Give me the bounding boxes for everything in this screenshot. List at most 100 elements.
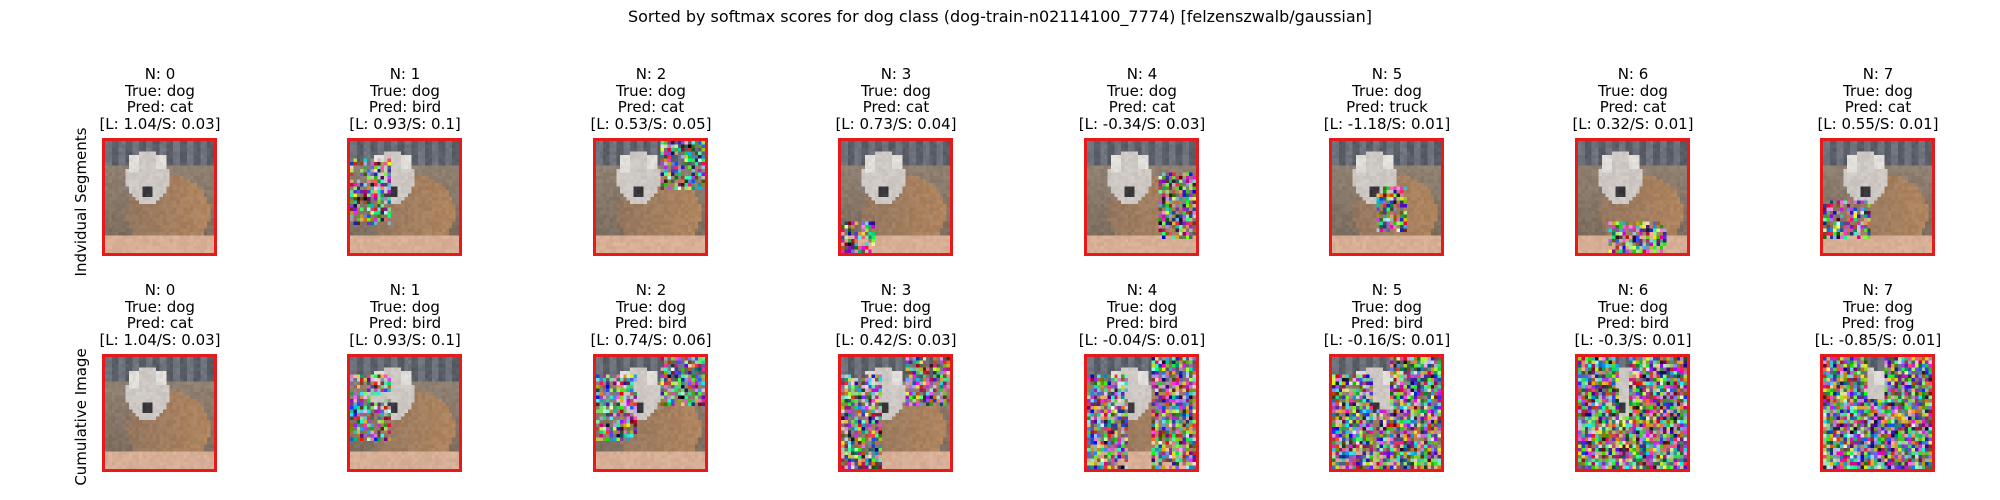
dog-image-thumbnail <box>1820 138 1935 256</box>
panel-index: N: 3 <box>880 281 912 299</box>
image-pixels <box>596 141 705 253</box>
image-pixels <box>1578 141 1687 253</box>
panel-score: [L: -0.3/S: 0.01] <box>1574 330 1692 349</box>
panel-pred-label: Pred: bird <box>1596 314 1670 332</box>
panel-index: N: 2 <box>635 281 667 299</box>
panel-pred-label: Pred: truck <box>1346 98 1428 116</box>
panel-index: N: 1 <box>389 281 421 299</box>
panel-score: [L: 0.73/S: 0.04] <box>835 114 957 133</box>
panel-index: N: 0 <box>144 281 176 299</box>
panel-score: [L: -0.34/S: 0.03] <box>1078 114 1206 133</box>
segment-panel-6: N: 6 True: dog Pred: cat [L: 0.32/S: 0.01] <box>1513 66 1753 132</box>
panel-pred-label: Pred: bird <box>859 314 933 332</box>
panel-index: N: 2 <box>635 65 667 83</box>
panel-pred-label: Pred: cat <box>1108 98 1176 116</box>
dog-image-thumbnail <box>1084 138 1199 256</box>
segment-panel-3: N: 3 True: dog Pred: cat [L: 0.73/S: 0.04] <box>776 66 1016 132</box>
panel-true-label: True: dog <box>1107 81 1177 100</box>
cumulative-panel-4: N: 4 True: dog Pred: bird [L: -0.04/S: 0.01… <box>1022 282 1262 348</box>
panel-score: [L: 0.74/S: 0.06] <box>590 330 712 349</box>
panel-score: [L: -1.18/S: 0.01] <box>1323 114 1451 133</box>
image-pixels <box>1823 141 1932 253</box>
panel-score: [L: 0.32/S: 0.01] <box>1572 114 1694 133</box>
dog-image-thumbnail <box>102 354 217 472</box>
cumulative-panel-2: N: 2 True: dog Pred: bird [L: 0.74/S: 0.06] <box>531 282 771 348</box>
image-pixels <box>1332 141 1441 253</box>
panel-true-label: True: dog <box>1598 81 1668 100</box>
segment-panel-7: N: 7 True: dog Pred: cat [L: 0.55/S: 0.01] <box>1758 66 1998 132</box>
image-pixels <box>1578 357 1687 469</box>
panel-pred-label: Pred: frog <box>1841 314 1915 332</box>
panel-score: [L: 0.93/S: 0.1] <box>349 114 461 133</box>
cumulative-panel-5: N: 5 True: dog Pred: bird [L: -0.16/S: 0.01… <box>1267 282 1507 348</box>
panel-index: N: 7 <box>1862 281 1894 299</box>
panel-pred-label: Pred: bird <box>614 314 688 332</box>
panel-true-label: True: dog <box>1843 297 1913 316</box>
panel-index: N: 7 <box>1862 65 1894 83</box>
image-pixels <box>841 357 950 469</box>
panel-pred-label: Pred: cat <box>617 98 685 116</box>
dog-image-thumbnail <box>593 138 708 256</box>
panel-pred-label: Pred: bird <box>368 98 442 116</box>
panel-score: [L: 0.93/S: 0.1] <box>349 330 461 349</box>
panel-pred-label: Pred: cat <box>1844 98 1912 116</box>
panel-true-label: True: dog <box>370 81 440 100</box>
panel-pred-label: Pred: cat <box>126 314 194 332</box>
dog-image-thumbnail <box>1575 354 1690 472</box>
panel-score: [L: 0.55/S: 0.01] <box>1817 114 1939 133</box>
segment-panel-0: N: 0 True: dog Pred: cat [L: 1.04/S: 0.03] <box>40 66 280 132</box>
dog-image-thumbnail <box>1329 138 1444 256</box>
dog-image-thumbnail <box>347 138 462 256</box>
panel-pred-label: Pred: bird <box>1105 314 1179 332</box>
dog-image-thumbnail <box>1084 354 1199 472</box>
panel-index: N: 5 <box>1371 65 1403 83</box>
panel-pred-label: Pred: bird <box>368 314 442 332</box>
panel-score: [L: -0.04/S: 0.01] <box>1078 330 1206 349</box>
dog-image-thumbnail <box>102 138 217 256</box>
dog-image-thumbnail <box>1329 354 1444 472</box>
panel-true-label: True: dog <box>125 297 195 316</box>
row-label-individual: Indvidual Segments <box>72 127 90 277</box>
panel-index: N: 5 <box>1371 281 1403 299</box>
dog-image-thumbnail <box>347 354 462 472</box>
panel-score: [L: 0.42/S: 0.03] <box>835 330 957 349</box>
panel-true-label: True: dog <box>1352 81 1422 100</box>
image-pixels <box>841 141 950 253</box>
image-pixels <box>1087 141 1196 253</box>
panel-score: [L: 1.04/S: 0.03] <box>99 114 221 133</box>
image-pixels <box>1332 357 1441 469</box>
segment-panel-2: N: 2 True: dog Pred: cat [L: 0.53/S: 0.05] <box>531 66 771 132</box>
image-pixels <box>105 141 214 253</box>
panel-true-label: True: dog <box>1107 297 1177 316</box>
panel-index: N: 0 <box>144 65 176 83</box>
segment-panel-5: N: 5 True: dog Pred: truck [L: -1.18/S: 0.0… <box>1267 66 1507 132</box>
panel-index: N: 4 <box>1126 65 1158 83</box>
panel-true-label: True: dog <box>370 297 440 316</box>
image-pixels <box>350 141 459 253</box>
panel-pred-label: Pred: cat <box>862 98 930 116</box>
panel-index: N: 1 <box>389 65 421 83</box>
dog-image-thumbnail <box>1820 354 1935 472</box>
panel-pred-label: Pred: cat <box>126 98 194 116</box>
panel-true-label: True: dog <box>125 81 195 100</box>
segment-panel-1: N: 1 True: dog Pred: bird [L: 0.93/S: 0.1] <box>285 66 525 132</box>
panel-true-label: True: dog <box>616 297 686 316</box>
panel-true-label: True: dog <box>616 81 686 100</box>
cumulative-panel-7: N: 7 True: dog Pred: frog [L: -0.85/S: 0.01… <box>1758 282 1998 348</box>
dog-image-thumbnail <box>838 138 953 256</box>
panel-index: N: 6 <box>1617 281 1649 299</box>
panel-index: N: 3 <box>880 65 912 83</box>
cumulative-panel-0: N: 0 True: dog Pred: cat [L: 1.04/S: 0.03] <box>40 282 280 348</box>
image-pixels <box>596 357 705 469</box>
image-pixels <box>350 357 459 469</box>
panel-score: [L: 0.53/S: 0.05] <box>590 114 712 133</box>
segment-panel-4: N: 4 True: dog Pred: cat [L: -0.34/S: 0.03] <box>1022 66 1262 132</box>
chart-title: Sorted by softmax scores for dog class (… <box>627 7 1373 26</box>
panel-true-label: True: dog <box>1352 297 1422 316</box>
panel-index: N: 4 <box>1126 281 1158 299</box>
panel-score: [L: 1.04/S: 0.03] <box>99 330 221 349</box>
panel-true-label: True: dog <box>861 81 931 100</box>
panel-true-label: True: dog <box>861 297 931 316</box>
image-pixels <box>105 357 214 469</box>
panel-pred-label: Pred: bird <box>1350 314 1424 332</box>
